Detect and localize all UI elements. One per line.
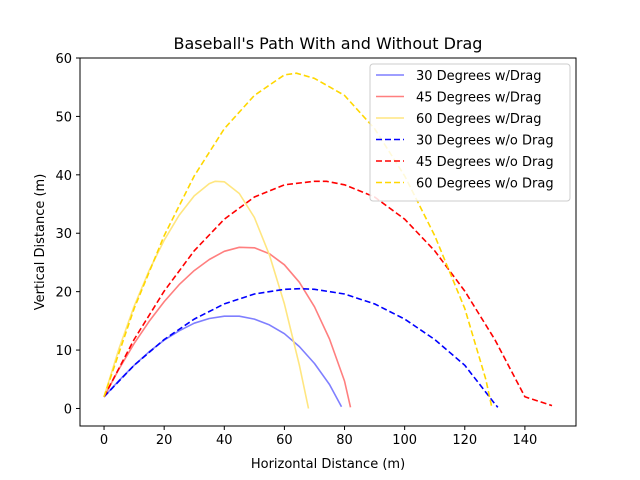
series-line-6: [103, 72, 493, 408]
legend-label: 60 Degrees w/o Drag: [416, 177, 554, 192]
x-tick-label: 40: [216, 433, 233, 448]
y-tick-label: 10: [55, 344, 72, 359]
y-tick-label: 60: [55, 52, 72, 67]
y-tick-label: 0: [64, 402, 72, 417]
legend-label: 45 Degrees w/o Drag: [416, 155, 554, 170]
x-tick-label: 60: [276, 433, 293, 448]
series-line-3: [103, 180, 310, 409]
legend-label: 30 Degrees w/o Drag: [416, 134, 554, 149]
legend: 30 Degrees w/Drag 45 Degrees w/Drag 60 Deg…: [369, 63, 571, 202]
y-tick-label: 50: [55, 110, 72, 125]
y-tick-label: 30: [55, 227, 72, 242]
x-axis-label: Horizontal Distance (m): [251, 457, 405, 472]
series-line-1: [103, 315, 343, 408]
x-tick-label: 100: [392, 433, 417, 448]
series-line-5: [103, 180, 553, 407]
legend-box: [369, 63, 571, 202]
ticks-layer: 0 20 40 60 80 100 120 140 0 10 20 30 40 50 60: [55, 52, 537, 448]
x-tick-label: 120: [452, 433, 477, 448]
x-tick-label: 140: [512, 433, 537, 448]
y-tick-label: 40: [55, 169, 72, 184]
x-tick-label: 80: [336, 433, 353, 448]
plot-frame: [79, 57, 577, 427]
y-tick-label: 20: [55, 286, 72, 301]
x-tick-label: 0: [100, 433, 108, 448]
series-line-2: [103, 246, 352, 408]
legend-label: 30 Degrees w/Drag: [416, 69, 541, 84]
chart-title: Baseball's Path With and Without Drag: [174, 34, 483, 53]
x-tick-label: 20: [156, 433, 173, 448]
series-line-4: [103, 287, 499, 408]
series-layer: [103, 72, 553, 409]
legend-label: 45 Degrees w/Drag: [416, 91, 541, 106]
y-axis-label: Vertical Distance (m): [33, 174, 48, 311]
legend-label: 60 Degrees w/Drag: [416, 112, 541, 127]
